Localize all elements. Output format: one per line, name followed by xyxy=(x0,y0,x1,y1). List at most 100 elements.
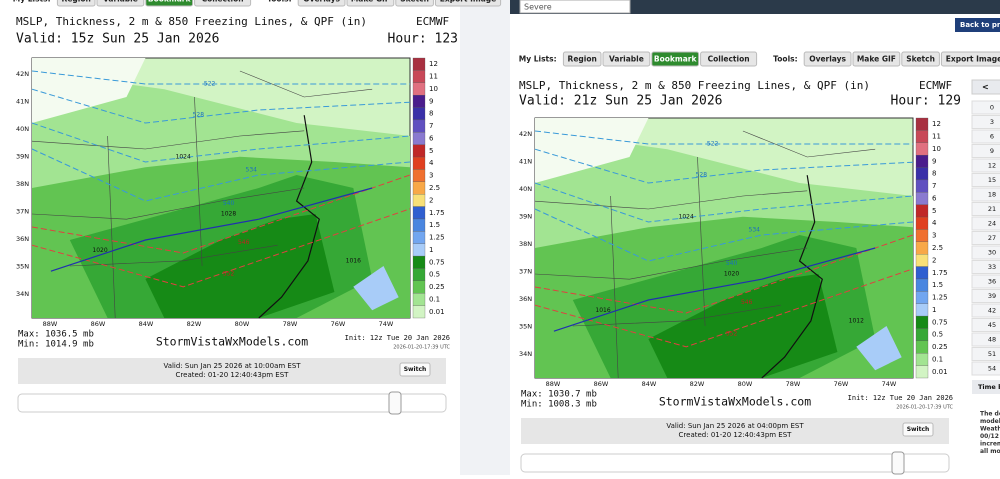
hour-button[interactable] xyxy=(971,202,1000,216)
toolbar-button[interactable] xyxy=(700,51,758,67)
colorbar-swatch xyxy=(915,254,929,267)
colorbar-label: 1.25 xyxy=(932,294,948,302)
contour-label: 546 xyxy=(741,299,753,306)
model-name: ECMWF xyxy=(919,79,952,92)
hour-label: 51 xyxy=(988,350,996,358)
longitude-label: 84W xyxy=(642,380,657,388)
colorbar-swatch xyxy=(412,144,426,158)
toolbar-button-label: Region xyxy=(568,55,597,64)
hour-button[interactable] xyxy=(971,158,1000,173)
contour-label: 1012 xyxy=(849,317,864,324)
hour-label: 54 xyxy=(988,365,996,373)
contour-label: 522 xyxy=(707,141,719,148)
hour-button[interactable] xyxy=(971,129,1000,144)
hour-label: 15 xyxy=(988,176,996,184)
hour-button[interactable] xyxy=(971,289,1000,303)
thickness-line xyxy=(534,268,914,348)
toolbar-button[interactable] xyxy=(940,51,1000,67)
colorbar-label: 1.5 xyxy=(429,221,440,229)
hour-button[interactable] xyxy=(971,318,1000,332)
latitude-label: 37N xyxy=(16,208,29,216)
toolbar-button-label: Sketch xyxy=(400,0,429,4)
valid-time: Valid: 21z Sun 25 Jan 2026 xyxy=(519,94,723,109)
state-border xyxy=(31,187,305,220)
time-slider[interactable] xyxy=(17,393,447,413)
toolbar-button[interactable] xyxy=(346,0,395,7)
hour-button[interactable] xyxy=(971,216,1000,231)
toolbar-button[interactable] xyxy=(434,0,502,7)
brand: StormVistaWxModels.com xyxy=(156,335,308,349)
colorbar-label: 2.5 xyxy=(932,244,943,252)
hour-button[interactable] xyxy=(971,274,1000,289)
toolbar-button-label: Overlays xyxy=(809,55,846,64)
hour-label: 42 xyxy=(988,307,996,315)
state-border xyxy=(742,130,876,158)
hour-button[interactable] xyxy=(971,231,1000,245)
contour-label: 1024 xyxy=(176,153,191,160)
hour-label: 18 xyxy=(988,191,996,199)
contour-label: 540 xyxy=(223,200,235,207)
longitude-label: 82W xyxy=(187,320,202,328)
switch-button[interactable] xyxy=(902,422,934,437)
dropdown[interactable] xyxy=(519,0,631,14)
toolbar-button[interactable] xyxy=(651,51,700,67)
hour-button[interactable] xyxy=(971,115,1000,129)
toolbar-button[interactable] xyxy=(194,0,252,7)
colorbar-label: 11 xyxy=(429,73,438,81)
longitude-label: 80W xyxy=(738,380,753,388)
legend-note: model xyxy=(980,418,1000,425)
switch-button[interactable] xyxy=(399,362,431,377)
freezing-line xyxy=(50,187,373,272)
back-button[interactable] xyxy=(955,18,1000,32)
hour-label: 12 xyxy=(988,162,996,170)
colorbar-swatch xyxy=(412,268,426,282)
hour-prev-label: < xyxy=(982,83,989,92)
toolbar-button[interactable] xyxy=(96,0,145,7)
hour-label: 48 xyxy=(988,336,996,344)
toolbar-button[interactable] xyxy=(901,51,940,67)
hour-button[interactable] xyxy=(971,187,1000,202)
forecast-hour: Hour: 123 xyxy=(388,32,458,47)
colorbar-label: 2 xyxy=(932,256,936,264)
latitude-label: 42N xyxy=(16,70,29,78)
toolbar-button[interactable] xyxy=(395,0,434,7)
hour-button[interactable] xyxy=(971,260,1000,274)
colorbar-swatch xyxy=(915,216,929,230)
toolbar-button[interactable] xyxy=(297,0,346,7)
colorbar-label: 1.25 xyxy=(429,234,445,242)
time-slider[interactable] xyxy=(520,453,950,473)
toolbar-button[interactable] xyxy=(803,51,852,67)
hour-button[interactable] xyxy=(971,173,1000,187)
contour-label: 540 xyxy=(726,260,738,267)
toolbar-button-label: Make GIF xyxy=(351,0,390,4)
toolbar-label: Tools: xyxy=(773,55,797,64)
toolbar-button[interactable] xyxy=(145,0,194,7)
colorbar-label: 0.5 xyxy=(932,331,943,339)
hour-prev[interactable] xyxy=(971,79,1000,95)
state-border xyxy=(534,247,808,280)
toolbar-button[interactable] xyxy=(56,0,96,7)
hour-label: 39 xyxy=(988,292,996,300)
slider-handle[interactable] xyxy=(891,451,905,475)
colorbar-swatch xyxy=(915,291,929,304)
top-bar xyxy=(510,0,1000,14)
hour-button[interactable] xyxy=(971,303,1000,318)
hour-label: 27 xyxy=(988,234,996,242)
hour-button[interactable] xyxy=(971,245,1000,260)
toolbar-button[interactable] xyxy=(602,51,651,67)
colorbar-label: 1.75 xyxy=(429,209,445,217)
timestamp: 2026-01-20-17:39 UTC xyxy=(896,405,953,411)
hour-label: 0 xyxy=(990,104,994,112)
hour-button[interactable] xyxy=(971,347,1000,361)
hour-button[interactable] xyxy=(971,100,1000,115)
slider-handle[interactable] xyxy=(388,391,402,415)
hour-button[interactable] xyxy=(971,332,1000,347)
colorbar-swatch xyxy=(412,280,426,294)
hour-button[interactable] xyxy=(971,144,1000,158)
hour-button[interactable] xyxy=(971,361,1000,376)
toolbar-button[interactable] xyxy=(852,51,901,67)
latitude-label: 35N xyxy=(519,323,532,331)
toolbar-button[interactable] xyxy=(562,51,602,67)
colorbar-swatch xyxy=(412,169,426,182)
colorbar-label: 7 xyxy=(932,182,936,190)
